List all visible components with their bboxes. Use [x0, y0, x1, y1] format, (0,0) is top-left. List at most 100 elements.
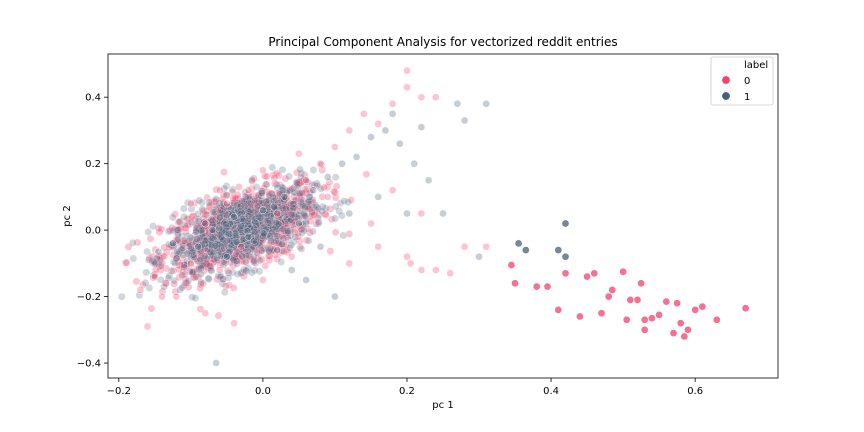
cluster-point-label-1	[308, 208, 316, 217]
data-point-label-0	[374, 119, 383, 128]
data-point-label-1	[352, 153, 361, 161]
cluster-point-label-1	[219, 203, 228, 212]
plot-frame	[107, 53, 779, 379]
cluster-point-label-1	[216, 213, 224, 221]
cluster-point-label-1	[250, 257, 258, 265]
y-axis-label: pc 2	[62, 205, 73, 226]
cluster-point-label-1	[297, 198, 306, 207]
cluster-point-label-1	[293, 179, 302, 188]
cluster-point-label-0	[312, 220, 320, 228]
cluster-point-label-1	[256, 214, 265, 222]
cluster-point-label-0	[160, 252, 169, 261]
cluster-point-label-1	[309, 166, 318, 174]
cluster-point-label-1	[222, 182, 231, 190]
cluster-point-label-0	[181, 224, 190, 232]
cluster-point-label-0	[295, 237, 304, 245]
cluster-point-label-1	[285, 217, 294, 226]
cluster-point-label-1	[228, 268, 237, 277]
data-point-label-0	[608, 286, 617, 294]
data-point-label-0	[186, 259, 195, 268]
data-point-label-0	[676, 319, 685, 328]
x-tick-label: 0.2	[399, 386, 415, 397]
cluster-point-label-1	[282, 205, 290, 213]
cluster-point-label-1	[304, 236, 313, 245]
cluster-point-label-1	[275, 190, 284, 198]
cluster-point-label-1	[178, 244, 187, 252]
data-point-label-1	[259, 206, 267, 215]
cluster-point-label-1	[168, 213, 177, 222]
data-point-label-0	[673, 299, 681, 308]
cluster-point-label-1	[145, 284, 154, 292]
cluster-point-label-1	[239, 217, 248, 225]
cluster-point-label-1	[171, 259, 179, 268]
data-point-label-0	[215, 186, 224, 195]
cluster-point-label-1	[245, 220, 254, 229]
cluster-point-label-1	[282, 211, 290, 219]
data-point-label-0	[388, 186, 397, 195]
data-point-label-0	[712, 315, 721, 324]
cluster-point-label-1	[278, 165, 287, 174]
cluster-point-label-1	[219, 199, 228, 208]
cluster-point-label-1	[267, 236, 275, 245]
cluster-point-label-0	[272, 169, 281, 178]
cluster-point-label-1	[280, 196, 289, 204]
cluster-point-label-1	[185, 242, 193, 251]
cluster-point-label-1	[284, 227, 292, 235]
cluster-point-label-1	[298, 229, 306, 237]
cluster-point-label-1	[173, 226, 182, 234]
cluster-point-label-1	[254, 221, 263, 230]
data-point-label-1	[424, 176, 433, 185]
cluster-point-label-1	[150, 258, 158, 266]
data-point-label-0	[150, 272, 159, 281]
cluster-point-label-1	[251, 197, 259, 205]
data-point-label-1	[194, 242, 202, 251]
cluster-point-label-0	[196, 284, 205, 293]
cluster-point-label-0	[214, 311, 223, 320]
cluster-point-label-1	[236, 210, 245, 218]
cluster-point-label-0	[302, 236, 311, 245]
cluster-point-label-0	[265, 252, 274, 261]
cluster-point-label-1	[262, 180, 271, 189]
cluster-point-label-1	[244, 247, 252, 255]
x-axis-label: pc 1	[432, 400, 453, 411]
cluster-point-label-1	[289, 204, 298, 213]
data-point-label-0	[431, 266, 440, 274]
cluster-point-label-1	[193, 235, 201, 243]
cluster-point-label-1	[208, 251, 217, 260]
data-point-label-1	[482, 99, 491, 108]
cluster-point-label-1	[160, 282, 168, 291]
cluster-point-label-0	[305, 228, 314, 237]
data-point-label-0	[287, 252, 296, 261]
data-point-label-0	[259, 276, 267, 284]
cluster-point-label-0	[171, 287, 180, 296]
cluster-point-label-1	[190, 231, 199, 239]
data-point-label-0	[302, 176, 310, 185]
data-point-label-0	[345, 126, 354, 135]
data-point-label-0	[417, 93, 426, 102]
cluster-point-label-1	[213, 254, 221, 263]
data-point-label-1	[554, 246, 563, 254]
cluster-point-label-0	[301, 188, 310, 197]
data-point-label-0	[403, 83, 411, 92]
cluster-point-label-0	[225, 281, 233, 289]
cluster-point-label-1	[248, 176, 256, 184]
cluster-point-label-1	[258, 188, 266, 197]
cluster-point-label-1	[295, 189, 304, 198]
cluster-point-label-1	[314, 217, 323, 226]
cluster-point-label-0	[362, 170, 371, 179]
cluster-point-label-0	[146, 234, 155, 243]
x-axis-ticks: −0.2 0.0 0.2 0.4 0.6	[107, 378, 703, 397]
cluster-point-label-0	[260, 172, 269, 180]
cluster-point-label-1	[167, 267, 176, 275]
cluster-point-label-1	[300, 209, 308, 218]
cluster-point-label-1	[222, 220, 230, 228]
dense-cluster-layer	[117, 160, 371, 320]
data-point-label-0	[244, 186, 253, 195]
data-point-label-1	[168, 239, 177, 248]
cluster-point-label-1	[290, 238, 298, 246]
cluster-point-label-1	[197, 278, 205, 287]
cluster-point-label-1	[285, 172, 293, 181]
y-tick-label: 0.4	[85, 93, 101, 104]
cluster-point-label-1	[273, 231, 282, 240]
data-point-label-0	[669, 329, 678, 337]
